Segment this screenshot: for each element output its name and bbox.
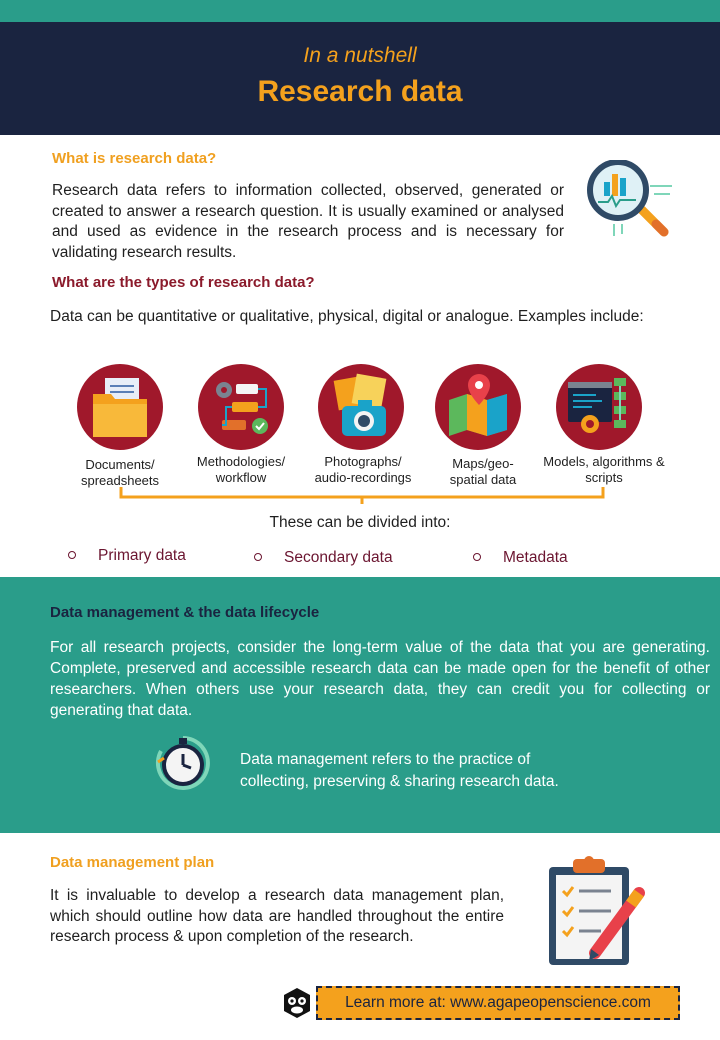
type-label-line: spreadsheets — [80, 473, 160, 488]
type-label-models: Models, algorithms & scripts — [531, 454, 677, 486]
type-models-circle — [556, 364, 642, 450]
camera-photo-icon — [333, 373, 387, 436]
category-label: Metadata — [503, 549, 568, 566]
bullet-icon — [254, 553, 262, 561]
type-maps-circle — [435, 364, 521, 450]
category-primary: Primary data — [68, 547, 186, 565]
clipboard-checklist-icon — [549, 856, 645, 965]
type-label-line: scripts — [585, 470, 623, 485]
type-label-maps: Maps/geo- spatial data — [418, 456, 548, 488]
what-is-text: Research data refers to information coll… — [52, 182, 564, 261]
folder-documents-icon — [93, 378, 147, 437]
type-label-line: workflow — [215, 470, 267, 485]
type-photographs-circle — [318, 364, 404, 450]
code-algorithm-icon — [568, 378, 626, 433]
top-accent-strip — [0, 0, 720, 22]
stopwatch-icon — [155, 736, 210, 790]
what-is-heading: What is research data? — [52, 150, 217, 167]
bullet-icon — [473, 553, 481, 561]
type-label-documents: Documents/ spreadsheets — [55, 457, 185, 489]
lifecycle-heading: Data management & the data lifecycle — [50, 604, 320, 621]
page-header: In a nutshell Research data — [0, 22, 720, 135]
divided-into-text: These can be divided into: — [269, 514, 451, 531]
category-label: Primary data — [98, 547, 186, 564]
type-label-line: Maps/geo- — [452, 456, 514, 471]
workflow-icon — [216, 382, 268, 434]
type-label-line: Photographs/ — [324, 454, 402, 469]
bullet-icon — [68, 551, 76, 559]
type-documents-circle — [77, 364, 163, 450]
types-intro: Data can be quantitative or qualitative,… — [50, 308, 644, 325]
type-label-line: Documents/ — [85, 457, 155, 472]
types-heading: What are the types of research data? — [52, 274, 315, 291]
page-title: Research data — [257, 75, 463, 108]
lifecycle-note: Data management refers to the practice o… — [240, 749, 620, 793]
magnifier-chart-icon — [587, 160, 672, 237]
category-label: Secondary data — [284, 549, 393, 566]
plan-heading: Data management plan — [50, 854, 215, 871]
category-secondary: Secondary data — [254, 549, 393, 567]
learn-more-link[interactable]: Learn more at: www.agapeopenscience.com — [316, 986, 680, 1020]
page-subtitle: In a nutshell — [303, 44, 417, 67]
lifecycle-text: For all research projects, consider the … — [50, 639, 710, 719]
type-label-line: spatial data — [449, 472, 517, 487]
type-label-workflow: Methodologies/ workflow — [176, 454, 306, 486]
lifecycle-note-line: Data management refers to the practice o… — [240, 751, 531, 768]
type-label-photographs: Photographs/ audio-recordings — [298, 454, 428, 486]
type-label-line: Models, algorithms & — [543, 454, 665, 469]
plan-text: It is invaluable to develop a research d… — [50, 887, 504, 945]
lifecycle-section: Data management & the data lifecycle For… — [0, 577, 720, 833]
type-label-line: Methodologies/ — [196, 454, 286, 469]
type-label-line: audio-recordings — [314, 470, 412, 485]
map-pin-icon — [449, 374, 507, 436]
types-bracket — [119, 487, 605, 504]
monkey-logo-icon — [284, 988, 310, 1018]
type-workflow-circle — [198, 364, 284, 450]
lifecycle-note-line: collecting, preserving & sharing researc… — [240, 773, 559, 790]
category-metadata: Metadata — [473, 549, 568, 567]
